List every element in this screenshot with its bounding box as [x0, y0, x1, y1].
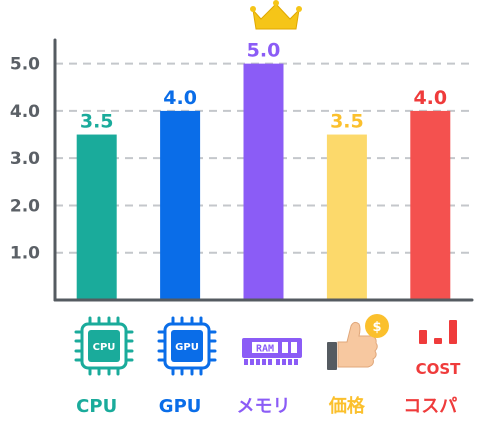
- bar: [243, 63, 284, 300]
- bar: [160, 110, 201, 300]
- bars: [76, 63, 451, 300]
- crown-icon: [250, 0, 302, 30]
- bar: [326, 134, 367, 300]
- price-thumbs-up-coin-icon: $: [327, 314, 389, 370]
- cpu-chip-icon: CPU: [74, 316, 134, 376]
- data-label: 4.0: [413, 87, 447, 109]
- cpu-icon-text: CPU: [93, 342, 116, 353]
- category-labels: CPU GPU メモリ 価格 コスパ: [76, 395, 457, 417]
- data-label: 5.0: [247, 40, 281, 62]
- y-tick-labels: 1.0 2.0 3.0 4.0 5.0: [10, 55, 40, 264]
- y-tick-label: 2.0: [10, 196, 40, 216]
- data-label: 3.5: [80, 111, 114, 133]
- category-label: CPU: [76, 396, 117, 417]
- gpu-icon-text: GPU: [175, 342, 199, 353]
- cost-bar-chart-icon: COST: [416, 320, 462, 378]
- y-tick-label: 3.0: [10, 149, 40, 169]
- y-tick-label: 5.0: [10, 55, 40, 75]
- y-tick-label: 4.0: [10, 102, 40, 122]
- value-labels: 3.5 4.0 5.0 3.5 4.0: [80, 40, 447, 133]
- bar: [410, 110, 451, 300]
- bar: [76, 134, 117, 300]
- ram-icon-text: RAM: [256, 344, 274, 355]
- gpu-chip-icon: GPU: [157, 316, 217, 376]
- data-label: 4.0: [163, 87, 197, 109]
- ram-module-icon: RAM: [242, 338, 302, 365]
- data-label: 3.5: [330, 111, 364, 133]
- category-label: 価格: [328, 395, 366, 417]
- category-label: メモリ: [237, 396, 291, 417]
- coin-icon-text: $: [372, 320, 381, 335]
- category-label: GPU: [159, 396, 202, 417]
- y-tick-label: 1.0: [10, 244, 40, 264]
- cost-icon-text: COST: [416, 360, 462, 378]
- category-label: コスパ: [403, 396, 457, 417]
